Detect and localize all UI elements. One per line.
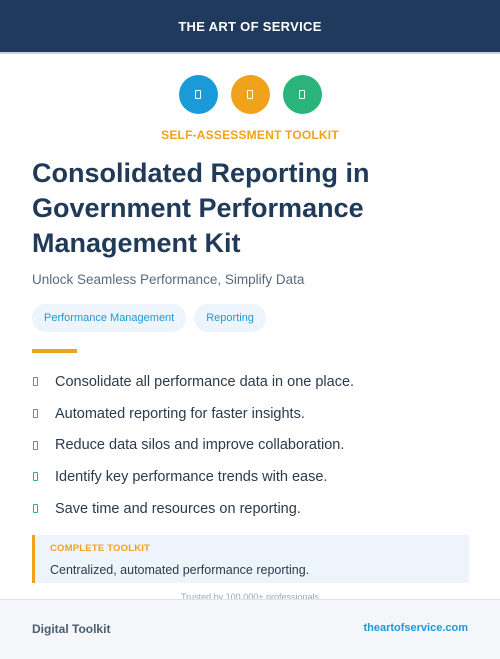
callout-text: Centralized, automated performance repor… <box>50 563 310 577</box>
accent-divider <box>32 349 77 353</box>
feature-item: Automated reporting for faster insights. <box>32 398 354 430</box>
feature-text: Save time and resources on reporting. <box>55 500 301 517</box>
footer-website-link[interactable]: theartofservice.com <box>363 622 468 634</box>
feature-item: Reduce data silos and improve collaborat… <box>32 429 354 461</box>
brand-name: THE ART OF SERVICE <box>178 18 322 34</box>
callout-label: COMPLETE TOOLKIT <box>50 543 151 554</box>
feature-text: Consolidate all performance data in one … <box>55 373 355 390</box>
trusted-note: Trusted by 100,000+ professionals <box>180 592 319 602</box>
icon-row <box>0 75 500 114</box>
toolkit-callout: COMPLETE TOOLKIT Centralized, automated … <box>32 535 469 583</box>
check-icon <box>33 377 38 387</box>
orange-circle-icon <box>230 75 270 114</box>
header-divider <box>0 52 500 54</box>
tag-list: Performance Management Reporting <box>32 304 266 332</box>
footer-label: Digital Toolkit <box>32 622 111 636</box>
feature-list: Consolidate all performance data in one … <box>32 366 354 524</box>
eyebrow-label: SELF-ASSESSMENT TOOLKIT <box>161 128 339 142</box>
feature-item: Identify key performance trends with eas… <box>32 461 354 493</box>
feature-item: Save time and resources on reporting. <box>32 493 354 525</box>
tag-performance-management[interactable]: Performance Management <box>32 304 187 332</box>
feature-text: Reduce data silos and improve collaborat… <box>55 437 345 454</box>
tag-reporting[interactable]: Reporting <box>194 304 266 332</box>
feature-item: Consolidate all performance data in one … <box>32 366 354 398</box>
blue-circle-icon <box>178 75 218 114</box>
feature-text: Identify key performance trends with eas… <box>55 468 328 485</box>
check-icon <box>33 472 38 482</box>
check-icon <box>33 504 38 514</box>
footer: Digital Toolkit theartofservice.com <box>0 599 500 659</box>
header-bar: THE ART OF SERVICE <box>0 0 500 52</box>
page-title: Consolidated Reporting in Government Per… <box>32 158 370 258</box>
feature-text: Automated reporting for faster insights. <box>55 405 305 422</box>
check-icon <box>33 409 38 419</box>
green-circle-icon <box>282 75 322 114</box>
subtitle: Unlock Seamless Performance, Simplify Da… <box>32 272 305 287</box>
check-icon <box>33 440 38 450</box>
